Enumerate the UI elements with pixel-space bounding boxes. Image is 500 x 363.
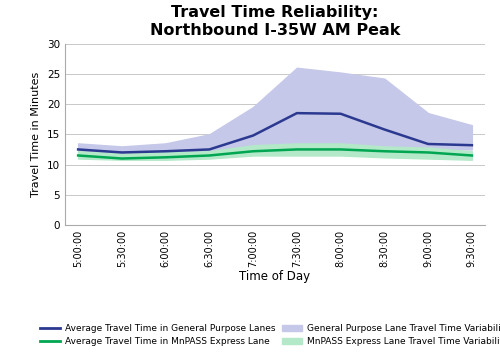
X-axis label: Time of Day: Time of Day <box>240 270 310 283</box>
Title: Travel Time Reliability:
Northbound I-35W AM Peak: Travel Time Reliability: Northbound I-35… <box>150 5 400 38</box>
Legend: Average Travel Time in General Purpose Lanes, Average Travel Time in MnPASS Expr: Average Travel Time in General Purpose L… <box>40 324 500 346</box>
Y-axis label: Travel Time in Minutes: Travel Time in Minutes <box>32 72 42 197</box>
